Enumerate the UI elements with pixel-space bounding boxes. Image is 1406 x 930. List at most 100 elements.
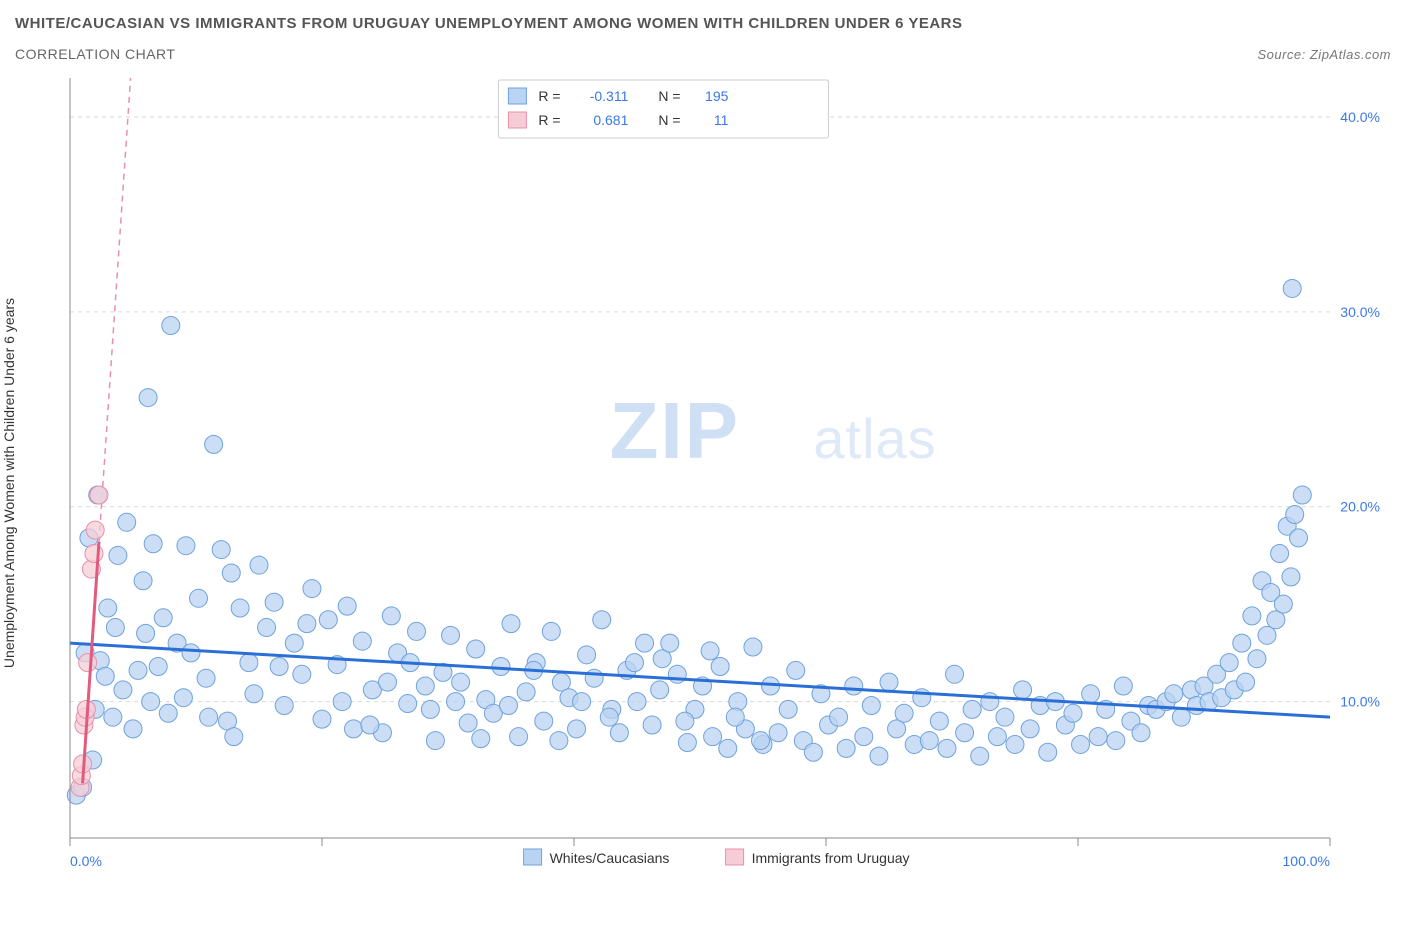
data-point-blue <box>1271 544 1289 562</box>
data-point-blue <box>981 693 999 711</box>
data-point-blue <box>625 654 643 672</box>
data-point-blue <box>804 743 822 761</box>
data-point-blue <box>144 535 162 553</box>
data-point-blue <box>265 593 283 611</box>
data-point-blue <box>938 739 956 757</box>
data-point-blue <box>845 677 863 695</box>
data-point-blue <box>578 646 596 664</box>
data-point-blue <box>212 541 230 559</box>
x-tick-label: 100.0% <box>1283 853 1330 869</box>
data-point-blue <box>862 696 880 714</box>
data-point-blue <box>1165 685 1183 703</box>
data-point-blue <box>880 673 898 691</box>
data-point-blue <box>162 316 180 334</box>
data-point-blue <box>499 696 517 714</box>
data-point-blue <box>225 728 243 746</box>
data-point-blue <box>930 712 948 730</box>
data-point-blue <box>452 673 470 691</box>
data-point-blue <box>353 632 371 650</box>
data-point-blue <box>701 642 719 660</box>
data-point-blue <box>1064 704 1082 722</box>
data-point-blue <box>643 716 661 734</box>
data-point-blue <box>154 609 172 627</box>
data-point-blue <box>270 658 288 676</box>
data-point-blue <box>106 619 124 637</box>
data-point-blue <box>550 732 568 750</box>
data-point-blue <box>502 615 520 633</box>
data-point-blue <box>1172 708 1190 726</box>
data-point-blue <box>1237 673 1255 691</box>
data-point-blue <box>855 728 873 746</box>
data-point-blue <box>459 714 477 732</box>
data-point-blue <box>99 599 117 617</box>
data-point-blue <box>704 728 722 746</box>
legend-n-value: 195 <box>705 88 729 104</box>
data-point-blue <box>830 708 848 726</box>
data-point-blue <box>895 704 913 722</box>
data-point-blue <box>510 728 528 746</box>
data-point-blue <box>1283 279 1301 297</box>
data-point-blue <box>628 693 646 711</box>
data-point-blue <box>275 696 293 714</box>
data-point-blue <box>946 665 964 683</box>
data-point-blue <box>345 720 363 738</box>
data-point-blue <box>285 634 303 652</box>
data-point-blue <box>870 747 888 765</box>
data-point-blue <box>104 708 122 726</box>
data-point-blue <box>678 734 696 752</box>
data-point-blue <box>956 724 974 742</box>
data-point-blue <box>719 739 737 757</box>
data-point-blue <box>971 747 989 765</box>
data-point-blue <box>129 661 147 679</box>
data-point-blue <box>379 673 397 691</box>
data-point-blue <box>1006 735 1024 753</box>
data-point-blue <box>222 564 240 582</box>
data-point-blue <box>338 597 356 615</box>
data-point-blue <box>492 658 510 676</box>
svg-text:ZIP: ZIP <box>610 386 740 475</box>
data-point-blue <box>1089 728 1107 746</box>
data-point-blue <box>996 708 1014 726</box>
data-point-blue <box>182 644 200 662</box>
data-point-blue <box>1014 681 1032 699</box>
data-point-blue <box>1114 677 1132 695</box>
data-point-blue <box>250 556 268 574</box>
data-point-blue <box>711 658 729 676</box>
legend-swatch <box>726 849 744 865</box>
data-point-blue <box>1072 735 1090 753</box>
data-point-blue <box>303 580 321 598</box>
data-point-blue <box>333 693 351 711</box>
data-point-blue <box>1132 724 1150 742</box>
data-point-blue <box>744 638 762 656</box>
data-point-blue <box>109 546 127 564</box>
data-point-blue <box>573 693 591 711</box>
data-point-blue <box>963 700 981 718</box>
data-point-blue <box>205 435 223 453</box>
data-point-pink <box>86 521 104 539</box>
data-point-blue <box>769 724 787 742</box>
data-point-blue <box>517 683 535 701</box>
data-point-blue <box>661 634 679 652</box>
legend-series-label: Whites/Caucasians <box>550 850 670 866</box>
data-point-blue <box>600 708 618 726</box>
y-tick-label: 20.0% <box>1340 499 1380 515</box>
data-point-blue <box>1286 506 1304 524</box>
data-point-blue <box>636 634 654 652</box>
data-point-blue <box>399 695 417 713</box>
data-point-blue <box>1233 634 1251 652</box>
data-point-blue <box>787 661 805 679</box>
y-tick-label: 40.0% <box>1340 109 1380 125</box>
data-point-blue <box>174 689 192 707</box>
data-point-blue <box>1039 743 1057 761</box>
svg-text:R =: R = <box>538 112 560 128</box>
y-tick-label: 10.0% <box>1340 694 1380 710</box>
data-point-blue <box>751 732 769 750</box>
data-point-blue <box>298 615 316 633</box>
data-point-blue <box>124 720 142 738</box>
data-point-blue <box>313 710 331 728</box>
data-point-blue <box>190 589 208 607</box>
data-point-blue <box>245 685 263 703</box>
data-point-blue <box>585 669 603 687</box>
svg-text:N =: N = <box>658 112 680 128</box>
data-point-blue <box>610 724 628 742</box>
